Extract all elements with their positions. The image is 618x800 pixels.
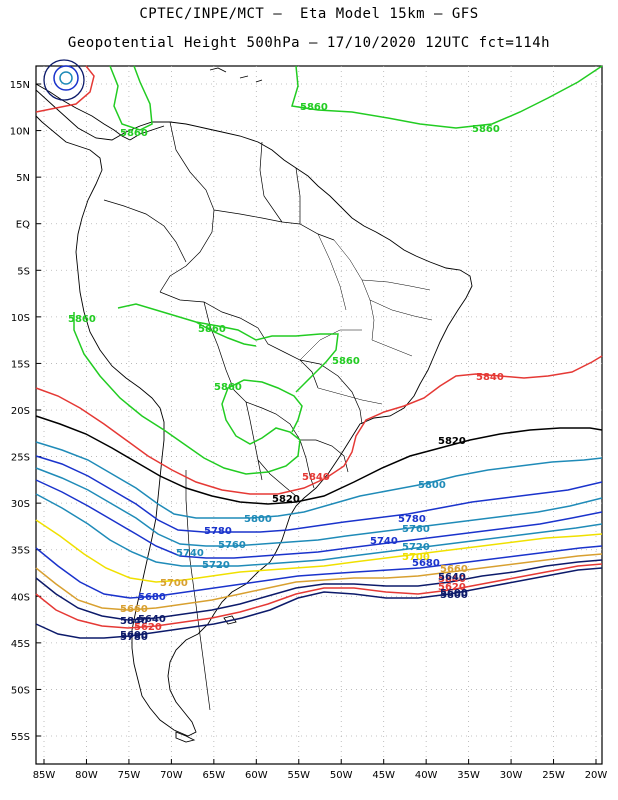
label-5840: 5840: [120, 616, 148, 627]
contour-5860-south: [73, 303, 339, 475]
lon-tick-label: 80W: [75, 770, 98, 781]
lon-tick-label: 60W: [245, 770, 268, 781]
label-5780: 5780: [398, 514, 426, 525]
lat-tick-label: 50S: [11, 685, 30, 696]
label-5860: 5860: [198, 324, 226, 335]
lat-tick-label: 15S: [11, 359, 30, 370]
label-5840: 5840: [476, 372, 504, 383]
lon-tick-label: 20W: [585, 770, 608, 781]
lat-tick-label: 5N: [16, 173, 30, 184]
label-5640: 5640: [438, 572, 466, 583]
lat-tick-label: 25S: [11, 453, 30, 464]
lat-tick-label: 30S: [11, 499, 30, 510]
low-pressure-center: [35, 59, 95, 113]
lon-tick-label: 75W: [118, 770, 141, 781]
lon-tick-label: 65W: [203, 770, 226, 781]
label-5620: 5620: [438, 582, 466, 593]
contour-5640: [35, 559, 603, 621]
label-5860: 5860: [120, 128, 148, 139]
label-5860: 5860: [332, 356, 360, 367]
label-5740: 5740: [176, 548, 204, 559]
label-5660: 5660: [120, 604, 148, 615]
label-5600: 5600: [120, 630, 148, 641]
label-5700: 5700: [402, 552, 430, 563]
coastlines: [35, 67, 473, 743]
contour-5840: [35, 355, 603, 495]
label-5660: 5660: [440, 564, 468, 575]
label-5780: 5780: [120, 632, 148, 643]
label-5800: 5800: [418, 480, 446, 491]
brazil-internal-borders: [299, 233, 433, 405]
lon-tick-label: 50W: [330, 770, 353, 781]
lon-tick-label: 40W: [415, 770, 438, 781]
label-5680: 5680: [412, 558, 440, 569]
caribbean-islands: [209, 67, 263, 83]
contour-labels: 5860 5860 5860 5860 5860 5860 5860 5840 …: [68, 102, 504, 643]
contour-5740: [35, 479, 603, 559]
lat-tick-label: 10S: [11, 313, 30, 324]
lat-tick-label: 35S: [11, 546, 30, 557]
lon-tick-label: 55W: [287, 770, 310, 781]
lat-tick-label: 5S: [17, 266, 30, 277]
contour-5660: [35, 553, 603, 611]
lon-tick-label: 30W: [500, 770, 523, 781]
label-5680: 5680: [138, 592, 166, 603]
caribbean-coast: [129, 125, 165, 141]
label-5860: 5860: [214, 382, 242, 393]
contour-lines: [35, 65, 603, 639]
label-5840: 5840: [438, 574, 466, 585]
label-5820: 5820: [438, 436, 466, 447]
label-5620: 5620: [134, 622, 162, 633]
map-title-line1: CPTEC/INPE/MCT – Eta Model 15km – GFS: [139, 6, 479, 22]
label-5760: 5760: [218, 540, 246, 551]
central-america-coast: [35, 83, 131, 141]
tierra-del-fuego: [175, 731, 196, 743]
label-5740: 5740: [370, 536, 398, 547]
contour-5860-north: [109, 65, 603, 131]
lon-tick-label: 45W: [372, 770, 395, 781]
contour-5680: [35, 545, 603, 599]
contour-5820: [35, 415, 603, 505]
label-5840: 5840: [302, 472, 330, 483]
lat-tick-label: 10N: [10, 127, 30, 138]
label-5720: 5720: [202, 560, 230, 571]
contour-5620: [35, 563, 603, 629]
contour-5800: [35, 441, 603, 519]
contour-5760: [35, 467, 603, 547]
label-5860: 5860: [472, 124, 500, 135]
map-frame: [35, 65, 603, 765]
graticule: 85W 80W 75W 70W 65W 60W 55W 50W 45W 40W 35W 30W 25W 2…: [10, 66, 608, 781]
lat-tick-label: 40S: [11, 592, 30, 603]
label-5860: 5860: [300, 102, 328, 113]
label-5640: 5640: [138, 614, 166, 625]
lon-tick-label: 35W: [457, 770, 480, 781]
label-5800: 5800: [244, 514, 272, 525]
lon-tick-label: 25W: [542, 770, 565, 781]
country-borders: [103, 121, 363, 711]
south-america-coastline: [35, 89, 473, 737]
lat-tick-label: 55S: [11, 732, 30, 743]
label-5720: 5720: [402, 542, 430, 553]
lat-tick-label: 15N: [10, 80, 30, 91]
contour-5720: [35, 493, 603, 567]
contour-5780: [35, 455, 603, 533]
label-5820: 5820: [272, 494, 300, 505]
label-5600: 5600: [440, 588, 468, 599]
contour-5600: [35, 567, 603, 639]
label-5780: 5780: [204, 526, 232, 537]
label-5860: 5860: [68, 314, 96, 325]
lon-tick-label: 85W: [33, 770, 56, 781]
contour-5700: [35, 519, 603, 583]
lat-tick-label: EQ: [16, 220, 30, 231]
label-5760: 5760: [402, 524, 430, 535]
label-5700: 5700: [160, 578, 188, 589]
map-title-line2: Geopotential Height 500hPa – 17/10/2020 …: [67, 35, 551, 51]
lon-tick-label: 70W: [160, 770, 183, 781]
lat-tick-label: 45S: [11, 639, 30, 650]
lat-tick-label: 20S: [11, 406, 30, 417]
label-5800: 5800: [440, 590, 468, 601]
